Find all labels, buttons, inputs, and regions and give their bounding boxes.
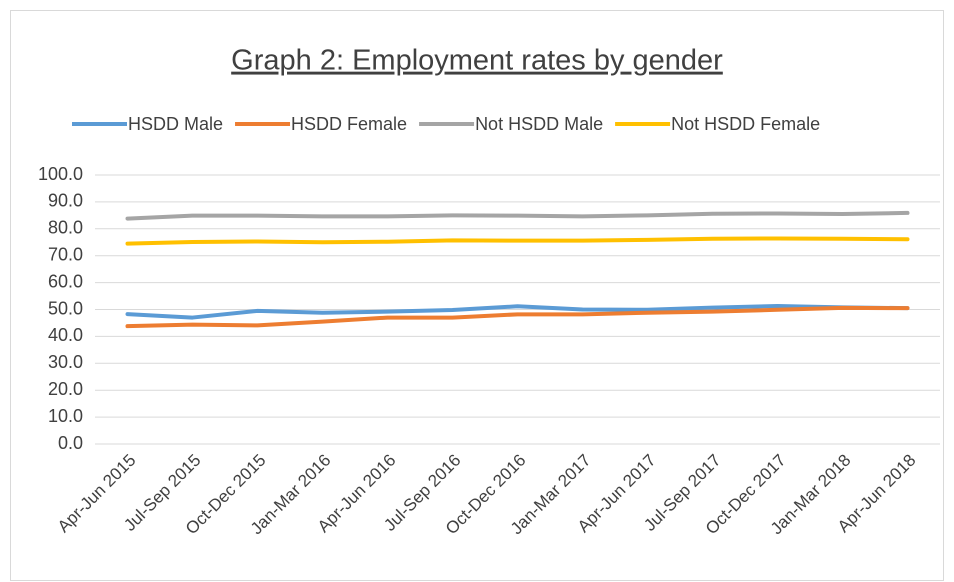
y-tick-label: 100.0 <box>38 164 83 184</box>
legend-label: HSDD Male <box>128 114 223 134</box>
y-tick-label: 80.0 <box>48 218 83 238</box>
y-tick-label: 70.0 <box>48 244 83 264</box>
series-line <box>125 210 910 221</box>
y-tick-label: 60.0 <box>48 271 83 291</box>
y-tick-label: 90.0 <box>48 191 83 211</box>
y-tick-label: 30.0 <box>48 352 83 372</box>
chart-title: Graph 2: Employment rates by gender <box>231 45 723 77</box>
y-tick-label: 50.0 <box>48 298 83 318</box>
chart-border <box>10 10 944 581</box>
y-tick-label: 0.0 <box>58 433 83 453</box>
series-line <box>125 236 910 246</box>
y-tick-label: 10.0 <box>48 406 83 426</box>
legend-label: Not HSDD Male <box>475 114 603 134</box>
y-tick-label: 40.0 <box>48 325 83 345</box>
series-line <box>125 305 910 329</box>
y-tick-label: 20.0 <box>48 379 83 399</box>
series-line <box>125 304 910 320</box>
legend-label: Not HSDD Female <box>671 114 820 134</box>
legend-label: HSDD Female <box>291 114 407 134</box>
